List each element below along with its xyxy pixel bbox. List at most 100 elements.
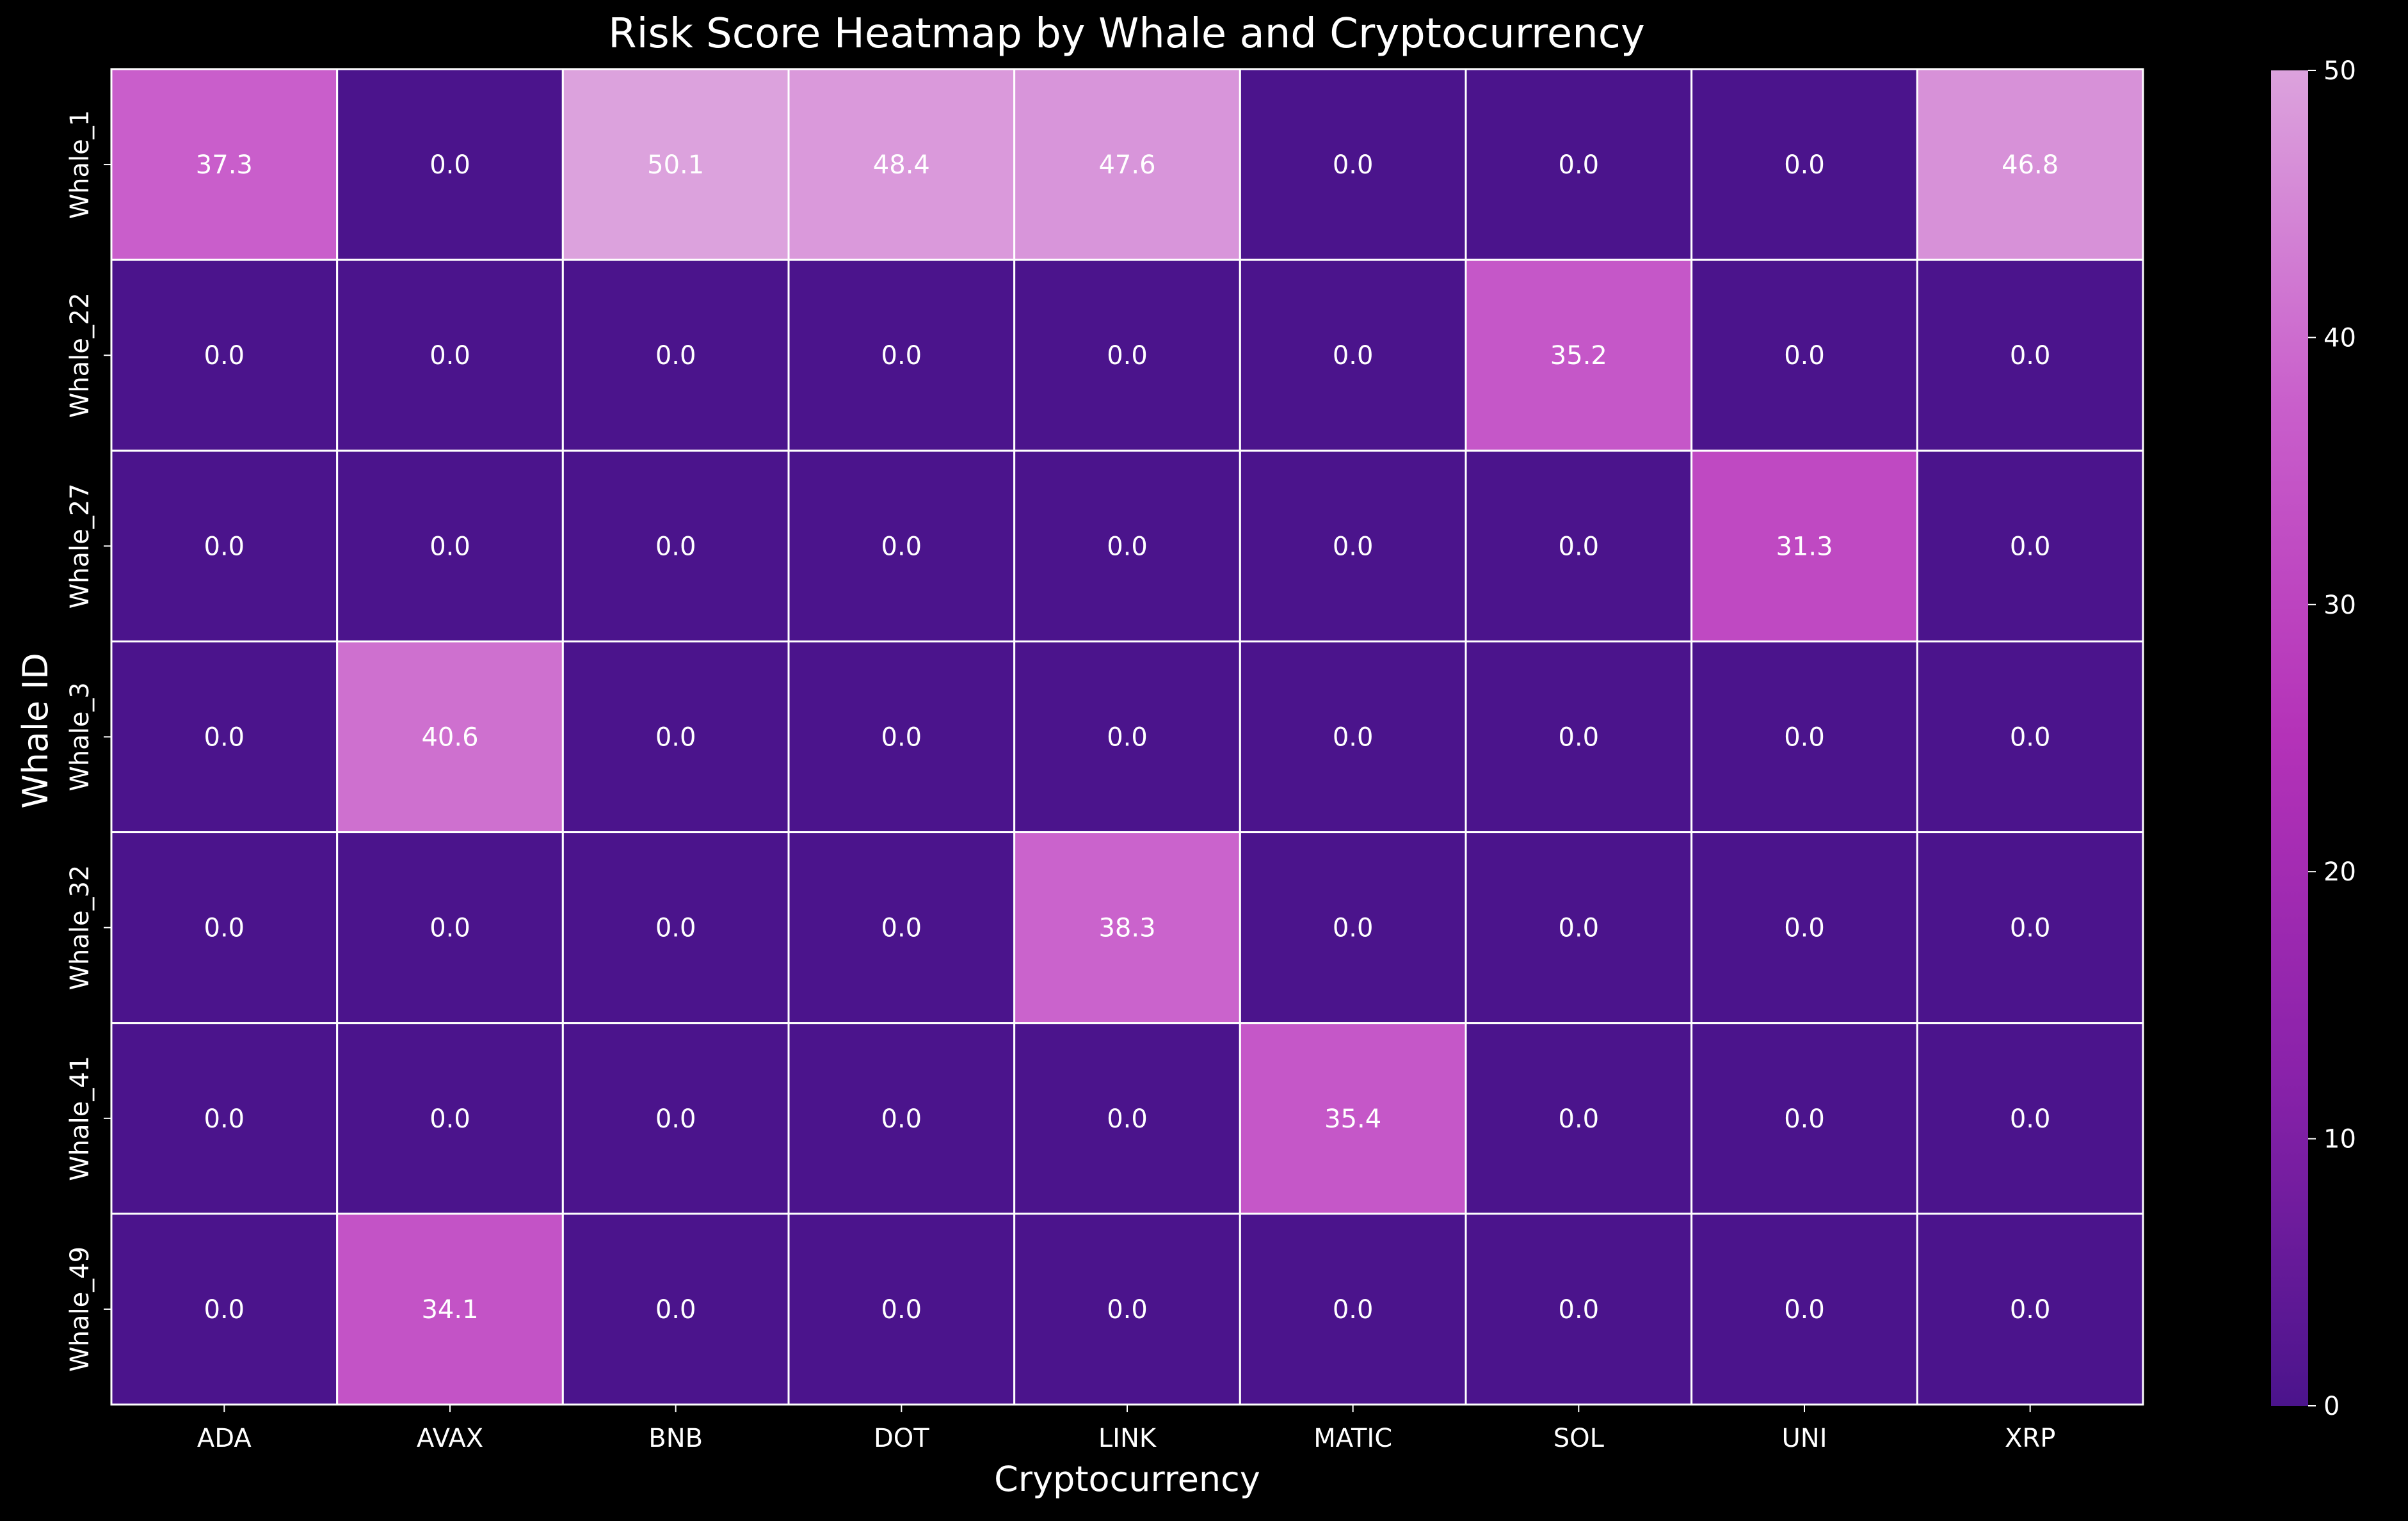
cell-value-label: 40.6: [421, 723, 478, 753]
cell-value-label: 0.0: [881, 1295, 922, 1325]
colorbar-ticks: 0 10 20 30 40 50: [2308, 56, 2356, 1421]
y-tick-label: Whale_41: [65, 1056, 95, 1181]
heatmap-cell: [1239, 259, 1467, 452]
heatmap-cell: [110, 68, 339, 261]
heatmap-cell: [1465, 831, 1693, 1024]
cell-value-label: 0.0: [655, 914, 696, 943]
cell-value-label: 0.0: [655, 532, 696, 561]
cell-value-label: 0.0: [1784, 341, 1825, 370]
heatmap-cell: [1013, 1213, 1241, 1406]
heatmap-cell: [336, 1213, 564, 1406]
heatmap-cell: [787, 831, 1016, 1024]
heatmap-cell: [1690, 68, 1918, 261]
x-tick-label: SOL: [1553, 1424, 1605, 1453]
cell-value-label: 0.0: [429, 1104, 470, 1134]
cell-value-label: 0.0: [1784, 1104, 1825, 1134]
heatmap-cell: [1013, 68, 1241, 261]
heatmap-cell: [1916, 449, 2144, 642]
cell-value-label: 0.0: [1333, 341, 1374, 370]
heatmap-cell: [1013, 449, 1241, 642]
colorbar-tick-label: 0: [2324, 1392, 2340, 1421]
heatmap-cells: 37.3 0.0 50.1 48.4 47.6 0.0 0.0 0.0 46.8 0.0 0.0 0.…: [110, 68, 2144, 1406]
cell-value-label: 0.0: [881, 914, 922, 943]
cell-value-label: 0.0: [2010, 723, 2051, 753]
cell-value-label: 0.0: [2010, 341, 2051, 370]
x-tick-label: DOT: [874, 1424, 929, 1453]
cell-value-label: 0.0: [1107, 1295, 1148, 1325]
heatmap-cell: [336, 640, 564, 834]
cell-value-label: 0.0: [2010, 532, 2051, 561]
y-tick-label: Whale_27: [65, 483, 95, 609]
heatmap-cell: [110, 831, 339, 1024]
cell-value-label: 46.8: [2002, 150, 2059, 180]
y-axis-label: Whale ID: [15, 653, 56, 809]
heatmap-cell: [1013, 1022, 1241, 1215]
cell-value-label: 0.0: [655, 1295, 696, 1325]
cell-value-label: 0.0: [1107, 532, 1148, 561]
cell-value-label: 0.0: [1784, 914, 1825, 943]
heatmap-cell: [561, 831, 790, 1024]
heatmap-cell: [1239, 1022, 1467, 1215]
heatmap-cell: [336, 68, 564, 261]
y-tick-label: Whale_22: [65, 292, 95, 418]
x-axis-label: Cryptocurrency: [994, 1459, 1260, 1499]
cell-value-label: 31.3: [1776, 532, 1833, 561]
heatmap-cell: [787, 259, 1016, 452]
cell-value-label: 0.0: [1784, 723, 1825, 753]
cell-value-label: 0.0: [1559, 914, 1600, 943]
chart-title: Risk Score Heatmap by Whale and Cryptocu…: [608, 10, 1645, 58]
cell-value-label: 37.3: [196, 150, 253, 180]
heatmap-cell: [1916, 640, 2144, 834]
cell-value-label: 0.0: [429, 532, 470, 561]
heatmap-cell: [561, 68, 790, 261]
heatmap-cell: [1465, 1213, 1693, 1406]
cell-value-label: 50.1: [647, 150, 704, 180]
x-tick-label: XRP: [2005, 1424, 2055, 1453]
heatmap-cell: [1013, 259, 1241, 452]
colorbar-tick-label: 20: [2324, 857, 2356, 887]
x-tick-label: LINK: [1098, 1424, 1157, 1453]
cell-value-label: 0.0: [204, 532, 245, 561]
cell-value-label: 0.0: [1559, 1295, 1600, 1325]
cell-value-label: 0.0: [881, 723, 922, 753]
heatmap-cell: [787, 449, 1016, 642]
y-tick-label: Whale_49: [65, 1246, 95, 1372]
cell-value-label: 34.1: [421, 1295, 478, 1325]
cell-value-label: 35.4: [1324, 1104, 1381, 1134]
cell-value-label: 0.0: [1107, 723, 1148, 753]
cell-value-label: 0.0: [1333, 532, 1374, 561]
x-tick-label: UNI: [1782, 1424, 1827, 1453]
heatmap-cell: [1916, 831, 2144, 1024]
heatmap-cell: [1916, 1022, 2144, 1215]
cell-value-label: 0.0: [2010, 1295, 2051, 1325]
heatmap-cell: [787, 1022, 1016, 1215]
heatmap-cell: [336, 449, 564, 642]
heatmap-cell: [336, 831, 564, 1024]
colorbar-tick-label: 10: [2324, 1125, 2356, 1154]
heatmap-cell: [787, 640, 1016, 834]
heatmap-cell: [1690, 1213, 1918, 1406]
cell-value-label: 0.0: [1784, 150, 1825, 180]
heatmap-cell: [110, 1022, 339, 1215]
cell-value-label: 0.0: [1559, 723, 1600, 753]
heatmap-cell: [110, 1213, 339, 1406]
colorbar-gradient: [2271, 70, 2308, 1406]
cell-value-label: 38.3: [1098, 914, 1155, 943]
cell-value-label: 0.0: [1333, 150, 1374, 180]
cell-value-label: 0.0: [881, 532, 922, 561]
cell-value-label: 0.0: [204, 723, 245, 753]
y-tick-label: Whale_3: [65, 682, 95, 792]
x-tick-label: BNB: [648, 1424, 703, 1453]
heatmap-cell: [1916, 259, 2144, 452]
cell-value-label: 48.4: [873, 150, 930, 180]
heatmap-cell: [110, 449, 339, 642]
heatmap-cell: [1465, 259, 1693, 452]
heatmap-cell: [1690, 640, 1918, 834]
heatmap-cell: [1239, 68, 1467, 261]
x-tick-label: ADA: [197, 1424, 252, 1453]
cell-value-label: 0.0: [1333, 723, 1374, 753]
cell-value-label: 0.0: [655, 1104, 696, 1134]
cell-value-label: 0.0: [1784, 1295, 1825, 1325]
cell-value-label: 0.0: [204, 1295, 245, 1325]
heatmap-cell: [336, 1022, 564, 1215]
